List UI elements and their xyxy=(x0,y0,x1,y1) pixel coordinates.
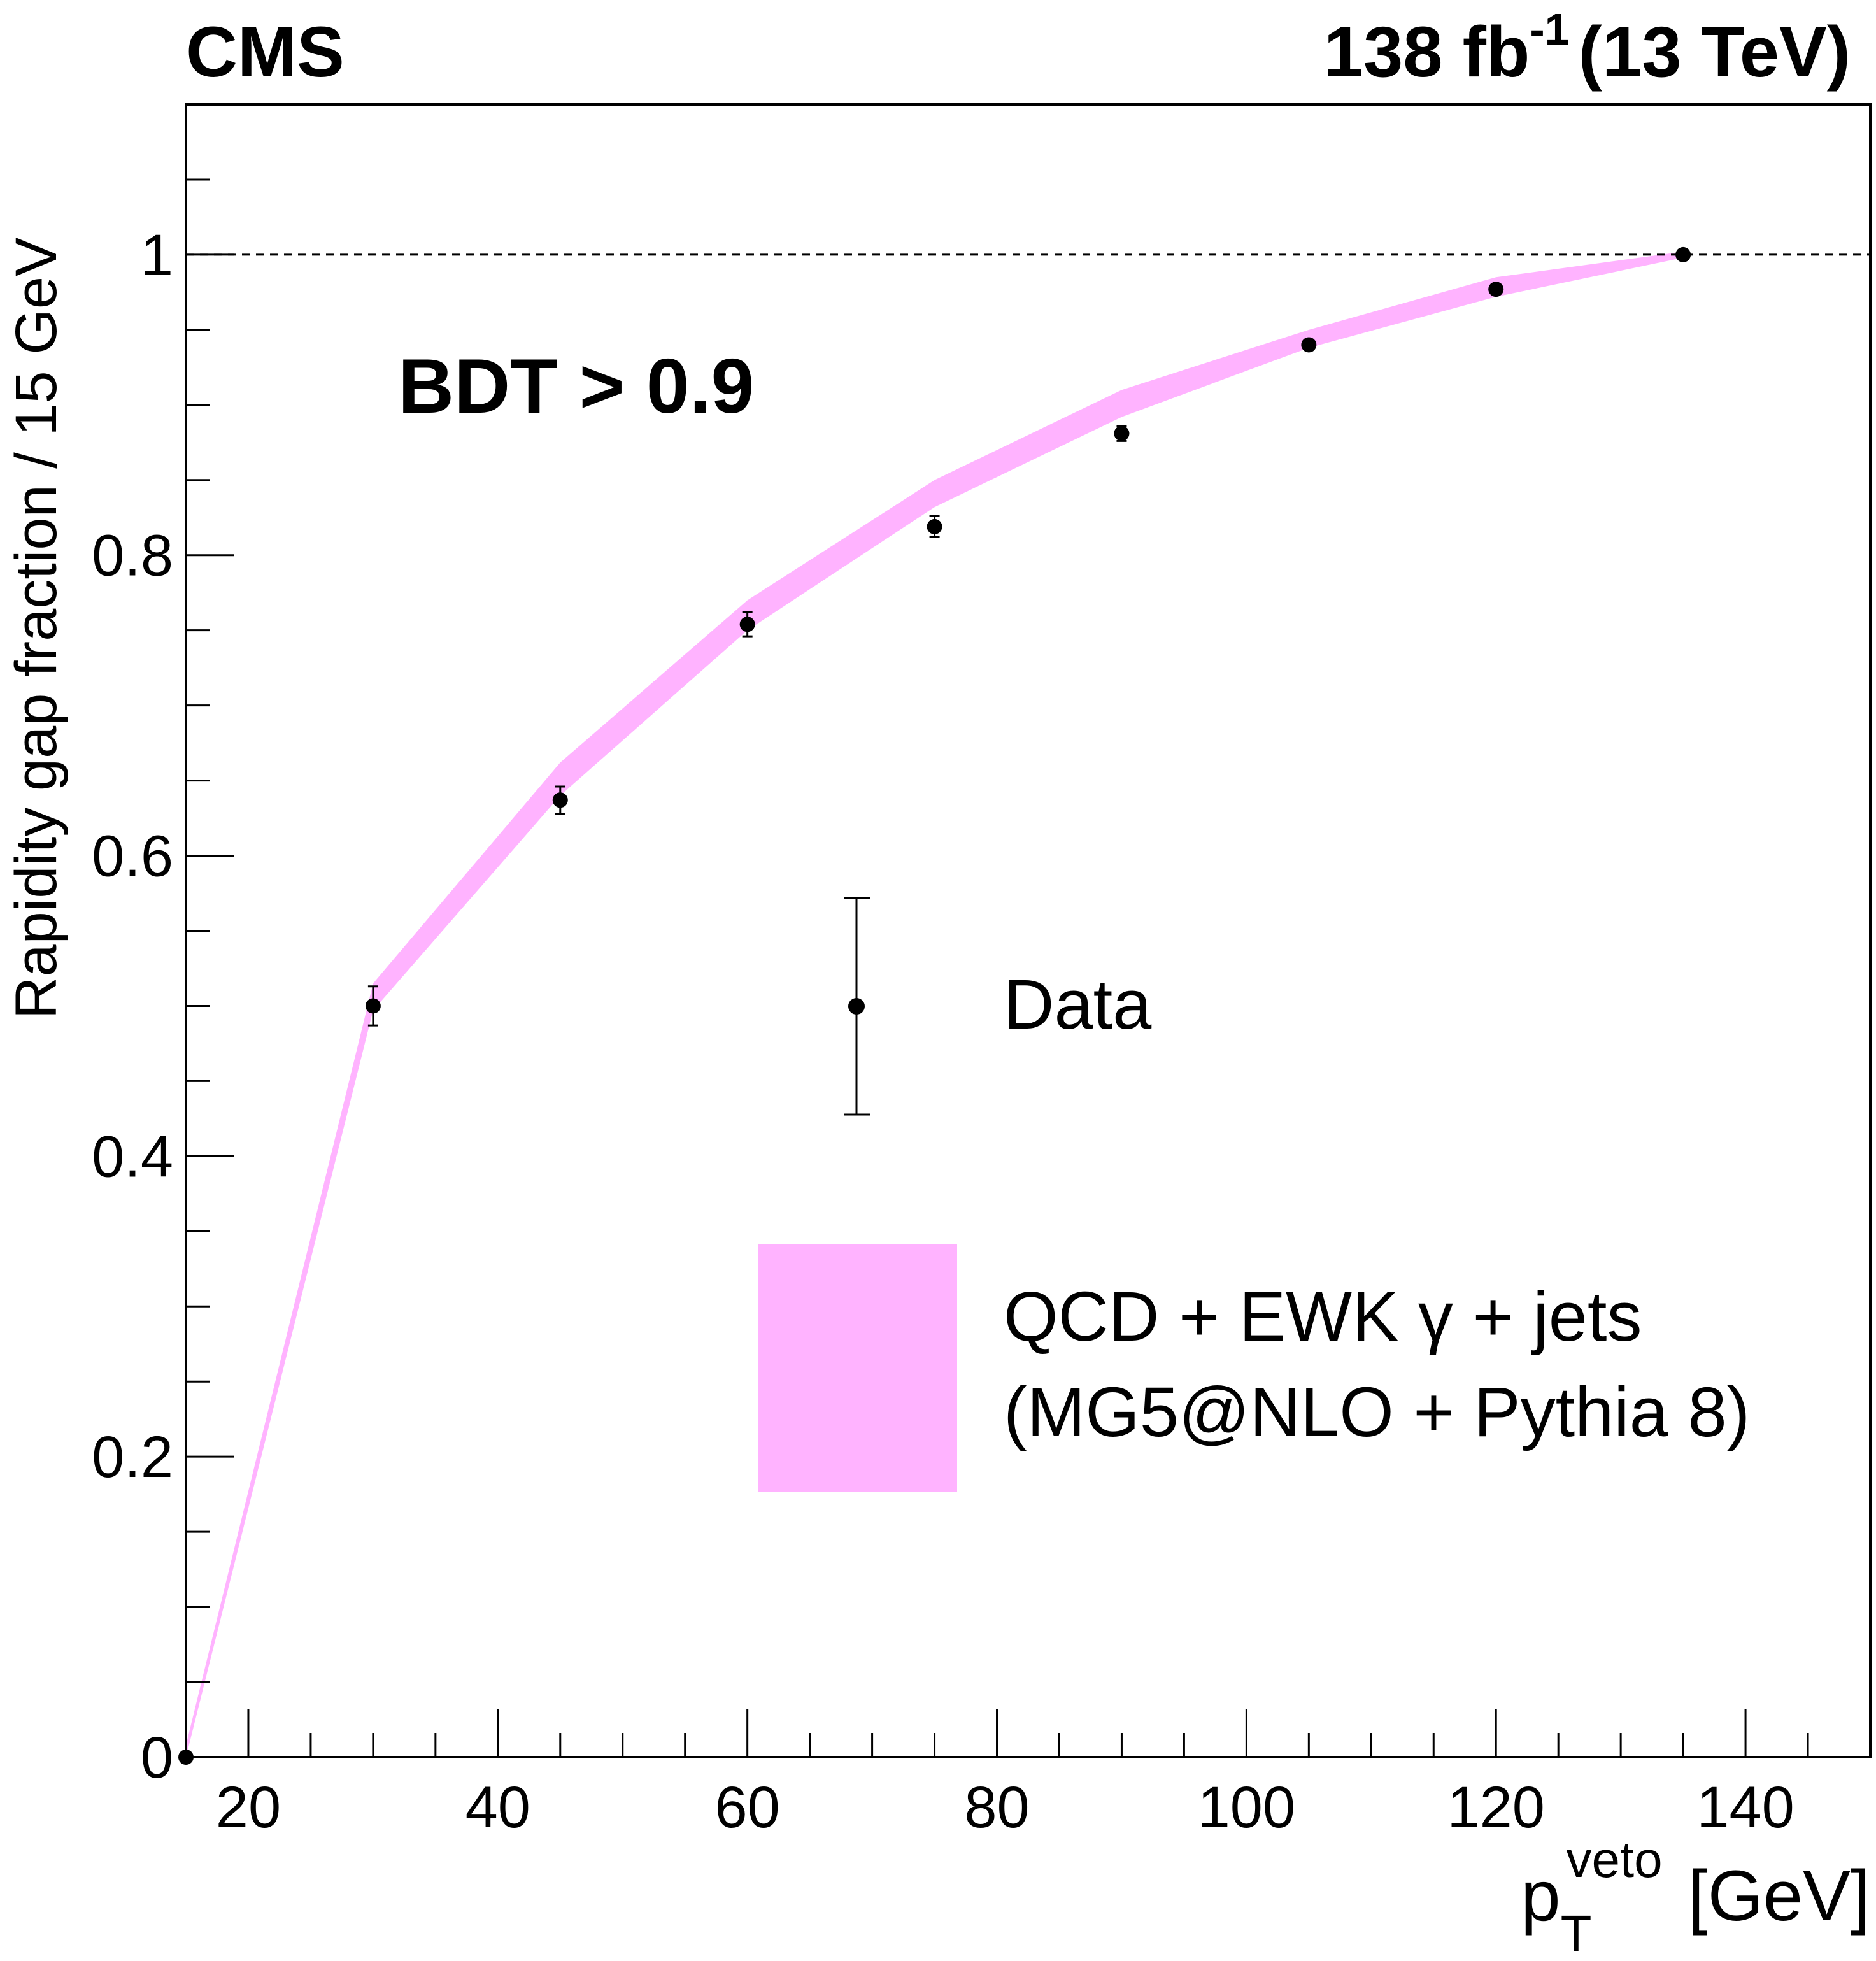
y-axis-title: Rapidity gap fraction / 15 GeV xyxy=(4,238,69,1019)
data-point xyxy=(739,617,755,632)
x-axis-title-p: p xyxy=(1521,1856,1560,1936)
y-tick-label: 0.6 xyxy=(92,824,173,889)
data-points-layer xyxy=(178,246,1691,1765)
legend-data-marker xyxy=(848,998,865,1015)
y-tick-label: 0.8 xyxy=(92,524,173,588)
axis-ticks xyxy=(185,178,1872,1758)
x-tick-label: 120 xyxy=(1447,1775,1545,1840)
x-tick-label: 20 xyxy=(216,1775,281,1840)
legend-data-label: Data xyxy=(1004,966,1152,1044)
data-point xyxy=(365,998,381,1014)
x-axis-title-subscript: T xyxy=(1561,1905,1592,1961)
y-tick-label: 0.2 xyxy=(92,1425,173,1490)
lumi-exponent: -1 xyxy=(1530,4,1569,54)
x-tick-label: 40 xyxy=(465,1775,530,1840)
data-point xyxy=(927,518,942,534)
experiment-label: CMS xyxy=(186,12,345,92)
y-tick-label: 1 xyxy=(141,223,173,288)
legend-band-label-line2: (MG5@NLO + Pythia 8) xyxy=(1004,1373,1750,1451)
y-tick-label: 0 xyxy=(141,1725,173,1790)
mc-band-layer xyxy=(186,252,1684,1757)
x-tick-label: 60 xyxy=(714,1775,779,1840)
data-point xyxy=(1675,246,1691,262)
x-axis-title-superscript: veto xyxy=(1566,1831,1662,1888)
mc-uncertainty-band xyxy=(186,252,1684,1757)
data-point xyxy=(552,792,568,808)
x-axis-title-unit: [GeV] xyxy=(1688,1856,1870,1936)
bdt-cut-label: BDT > 0.9 xyxy=(398,343,754,429)
energy-label: (13 TeV) xyxy=(1579,12,1851,92)
data-point xyxy=(1488,282,1504,297)
axis-tick-labels: 20 40 60 80 100 120 140 0 0.2 0.4 0.6 0.8 1 xyxy=(92,223,1794,1840)
legend-band-label-line1: QCD + EWK γ + jets xyxy=(1004,1278,1642,1356)
x-tick-label: 80 xyxy=(964,1775,1029,1840)
luminosity-label: 138 fb-1 (13 TeV) xyxy=(1324,4,1851,92)
data-point xyxy=(1114,425,1130,441)
x-tick-label: 100 xyxy=(1198,1775,1296,1840)
lumi-value: 138 fb xyxy=(1324,12,1530,92)
legend-band-swatch xyxy=(758,1244,957,1492)
x-tick-label: 140 xyxy=(1696,1775,1794,1840)
x-axis-title: pTveto [GeV] xyxy=(1521,1831,1870,1961)
y-tick-label: 0.4 xyxy=(92,1124,173,1189)
legend: Data QCD + EWK γ + jets (MG5@NLO + Pythi… xyxy=(758,897,1750,1492)
data-point xyxy=(1301,337,1317,353)
